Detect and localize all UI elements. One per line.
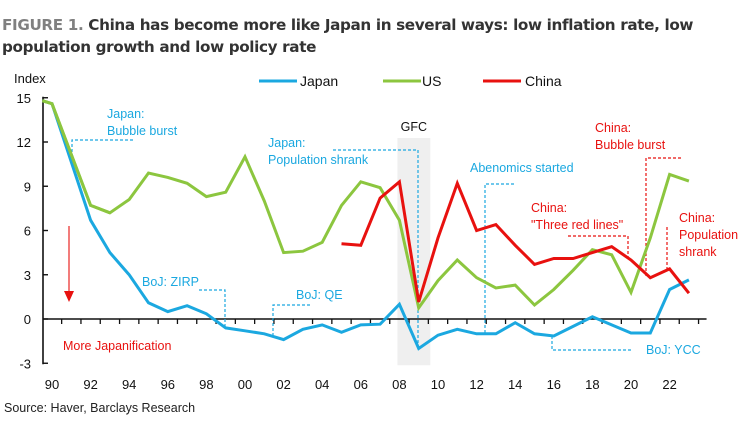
figure-title-text: China has become more like Japan in seve… <box>2 16 694 56</box>
gfc-shaded-band <box>397 138 431 366</box>
y-tick-label: 6 <box>24 224 31 239</box>
x-tick-label: 94 <box>122 377 136 392</box>
y-axis-label: Index <box>14 71 46 86</box>
source-note: Source: Haver, Barclays Research <box>4 401 196 415</box>
x-tick-label: 92 <box>83 377 97 392</box>
japan-population-shrank-label: Population shrank <box>268 153 369 167</box>
x-tick-label: 02 <box>276 377 290 392</box>
x-tick-label: 04 <box>315 377 329 392</box>
boj-ycc-label: BoJ: YCC <box>646 343 701 357</box>
china-three-red-lines-label: "Three red lines" <box>531 218 623 232</box>
japan-population-shrank-label: Japan: <box>268 136 306 150</box>
chart-title: FIGURE 1. China has become more like Jap… <box>2 14 747 58</box>
y-tick-label: 3 <box>24 268 31 283</box>
y-tick-label: 0 <box>24 312 31 327</box>
boj-ycc-leader-line <box>551 336 632 351</box>
series-line-us-overlay <box>41 99 111 215</box>
x-tick-label: 16 <box>547 377 561 392</box>
y-tick-label: 12 <box>17 135 31 150</box>
china-population-shrank-label: China: <box>679 211 715 225</box>
more-japanification-label: More Japanification <box>63 339 171 353</box>
x-tick-label: 06 <box>354 377 368 392</box>
series-line-japan <box>41 99 690 351</box>
china-bubble-burst-label: Bubble burst <box>595 138 666 152</box>
x-tick-label: 12 <box>469 377 483 392</box>
x-tick-label: 18 <box>585 377 599 392</box>
series-line-us <box>41 99 690 312</box>
japan-bubble-burst-leader-line <box>71 139 133 158</box>
y-tick-label: 15 <box>17 91 31 106</box>
series-layer <box>41 99 691 351</box>
china-bubble-burst-leader-line <box>645 157 681 278</box>
x-tick-label: 08 <box>392 377 406 392</box>
boj-qe-leader-line <box>272 304 310 337</box>
x-tick-label: 22 <box>662 377 676 392</box>
japan-bubble-burst-label: Bubble burst <box>107 124 178 138</box>
legend-label-us: US <box>422 73 441 89</box>
china-three-red-lines-label: China: <box>531 201 567 215</box>
japanification-arrow-head-icon <box>64 291 74 302</box>
x-tick-label: 96 <box>161 377 175 392</box>
annotations-layer: Japan: Bubble burst BoJ: ZIRP BoJ: QE Japan:… <box>63 107 738 357</box>
x-tick-label: 10 <box>431 377 445 392</box>
abenomics-started-label: Abenomics started <box>470 161 574 175</box>
abenomics-started-leader-line <box>484 183 514 333</box>
japan-bubble-burst-label: Japan: <box>107 107 145 121</box>
japan-population-shrank-leader-line <box>333 149 419 348</box>
figure-label: FIGURE 1. <box>2 16 84 34</box>
x-tick-label: 98 <box>199 377 213 392</box>
china-three-red-lines-leader-line <box>568 235 629 258</box>
legend-label-china: China <box>525 73 562 89</box>
legend: Japan US China <box>259 73 562 89</box>
x-tick-label: 00 <box>238 377 252 392</box>
china-population-shrank-label: shrank <box>679 245 717 259</box>
y-tick-label: 9 <box>24 179 31 194</box>
boj-qe-label: BoJ: QE <box>296 288 343 302</box>
gfc-label: GFC <box>401 120 427 134</box>
y-tick-label: -3 <box>19 356 31 371</box>
china-bubble-burst-label: China: <box>595 121 631 135</box>
gfc-band-layer: GFC <box>397 120 431 366</box>
x-tick-label: 90 <box>45 377 59 392</box>
x-tick-label: 14 <box>508 377 522 392</box>
x-tick-label: 20 <box>624 377 638 392</box>
legend-label-japan: Japan <box>300 73 338 89</box>
boj-zirp-label: BoJ: ZIRP <box>142 275 199 289</box>
boj-zirp-leader-line <box>199 289 226 328</box>
china-population-shrank-label: Population <box>679 228 738 242</box>
